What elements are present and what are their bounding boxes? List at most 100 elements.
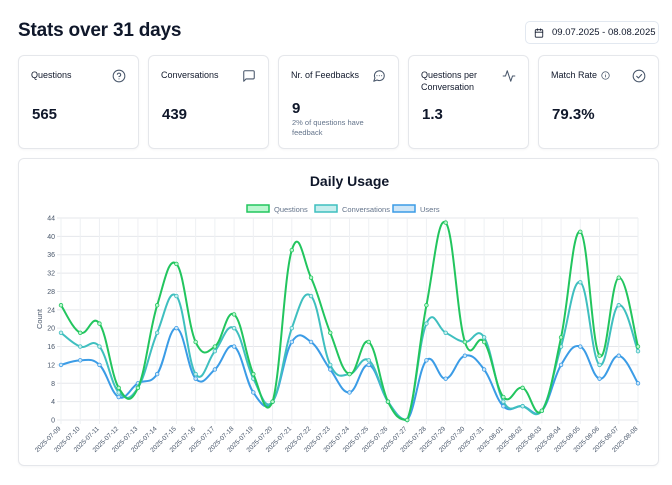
data-point-conversations[interactable] [597,362,602,368]
data-point-questions[interactable] [308,275,314,280]
data-point-users[interactable] [616,353,621,358]
y-tick-label: 16 [47,344,55,351]
data-point-conversations[interactable] [289,325,294,331]
legend-swatch-questions[interactable] [246,204,270,213]
data-point-questions[interactable] [385,399,391,404]
data-point-questions[interactable] [366,339,371,345]
legend-label-conversations[interactable]: Conversations [342,205,390,214]
stat-value: 79.3% [552,106,595,123]
stat-value: 565 [32,106,58,123]
data-point-questions[interactable] [539,408,545,414]
data-point-users[interactable] [635,381,641,386]
data-point-questions[interactable] [597,353,602,358]
message-dots-icon [373,70,385,82]
data-point-users[interactable] [212,367,218,372]
legend-swatch-conversations[interactable] [314,204,338,213]
y-tick-label: 4 [51,399,55,406]
data-point-users[interactable] [366,362,371,368]
date-range-picker[interactable]: 09.07.2025 - 08.08.2025 [525,21,659,44]
data-point-conversations[interactable] [578,280,583,285]
stat-card-questions: Questions 565 [18,55,139,149]
y-tick-label: 12 [47,362,55,369]
data-point-users[interactable] [58,362,64,368]
data-point-questions[interactable] [578,229,583,234]
data-point-users[interactable] [424,358,429,363]
stat-label: Conversations [161,70,219,80]
data-point-questions[interactable] [424,303,429,308]
legend-label-questions[interactable]: Questions [274,205,308,214]
y-tick-label: 28 [47,289,55,296]
data-point-questions[interactable] [558,335,564,340]
data-point-conversations[interactable] [616,303,621,308]
data-point-questions[interactable] [328,330,333,335]
info-icon[interactable] [601,70,610,80]
data-point-users[interactable] [597,376,602,381]
data-point-conversations[interactable] [212,348,218,354]
y-tick-label: 8 [51,381,55,388]
data-point-conversations[interactable] [443,330,448,335]
data-point-users[interactable] [116,394,121,400]
data-point-users[interactable] [481,367,487,372]
data-point-users[interactable] [462,353,468,358]
data-point-conversations[interactable] [97,344,102,349]
data-point-conversations[interactable] [193,371,198,377]
data-point-questions[interactable] [405,417,410,423]
data-point-questions[interactable] [289,247,294,253]
data-point-users[interactable] [97,362,102,368]
daily-usage-chart: Daily Usage Questions Conversations Users 0 4… [34,173,641,454]
data-point-users[interactable] [308,339,314,345]
data-point-questions[interactable] [193,339,198,345]
data-point-conversations[interactable] [366,358,371,363]
data-point-users[interactable] [443,376,448,381]
data-point-conversations[interactable] [174,293,179,299]
data-point-users[interactable] [78,358,83,363]
data-point-conversations[interactable] [501,399,506,404]
data-point-questions[interactable] [347,371,352,377]
data-point-questions[interactable] [635,344,641,349]
data-point-questions[interactable] [174,261,179,267]
message-square-icon [243,70,255,82]
data-point-conversations[interactable] [308,293,314,299]
data-point-users[interactable] [578,344,583,349]
data-point-questions[interactable] [231,312,237,317]
legend-label-users[interactable]: Users [420,205,440,214]
data-point-conversations[interactable] [154,330,160,335]
data-point-questions[interactable] [135,385,141,391]
data-point-questions[interactable] [251,371,256,377]
data-point-users[interactable] [193,376,198,381]
data-point-conversations[interactable] [231,325,237,331]
data-point-questions[interactable] [116,385,121,391]
legend-swatch-users[interactable] [392,204,416,213]
data-point-conversations[interactable] [58,330,64,335]
data-point-conversations[interactable] [328,362,333,368]
data-point-questions[interactable] [481,339,487,345]
data-point-users[interactable] [501,404,506,409]
data-point-conversations[interactable] [424,321,429,326]
data-point-users[interactable] [174,325,179,331]
data-point-conversations[interactable] [78,344,83,349]
data-point-questions[interactable] [616,275,621,280]
stat-value: 1.3 [422,106,443,123]
stat-label: Match Rate [551,70,598,80]
data-point-questions[interactable] [520,385,525,391]
data-point-users[interactable] [289,339,294,345]
stat-label: Questions per Conversation [421,70,478,92]
data-point-questions[interactable] [212,344,218,349]
data-point-questions[interactable] [97,321,102,326]
data-point-questions[interactable] [270,399,275,404]
data-point-conversations[interactable] [481,335,487,340]
data-point-users[interactable] [154,371,160,377]
data-point-users[interactable] [231,344,237,349]
data-point-conversations[interactable] [635,348,641,354]
data-point-users[interactable] [251,390,256,395]
data-point-questions[interactable] [58,303,64,308]
data-point-questions[interactable] [154,303,160,308]
data-point-questions[interactable] [501,394,506,400]
data-point-questions[interactable] [462,339,468,345]
data-point-users[interactable] [347,390,352,395]
data-point-conversations[interactable] [520,404,525,409]
data-point-users[interactable] [558,362,564,368]
data-point-questions[interactable] [443,220,448,225]
data-point-questions[interactable] [78,330,83,335]
date-range-text: 09.07.2025 - 08.08.2025 [552,27,656,38]
